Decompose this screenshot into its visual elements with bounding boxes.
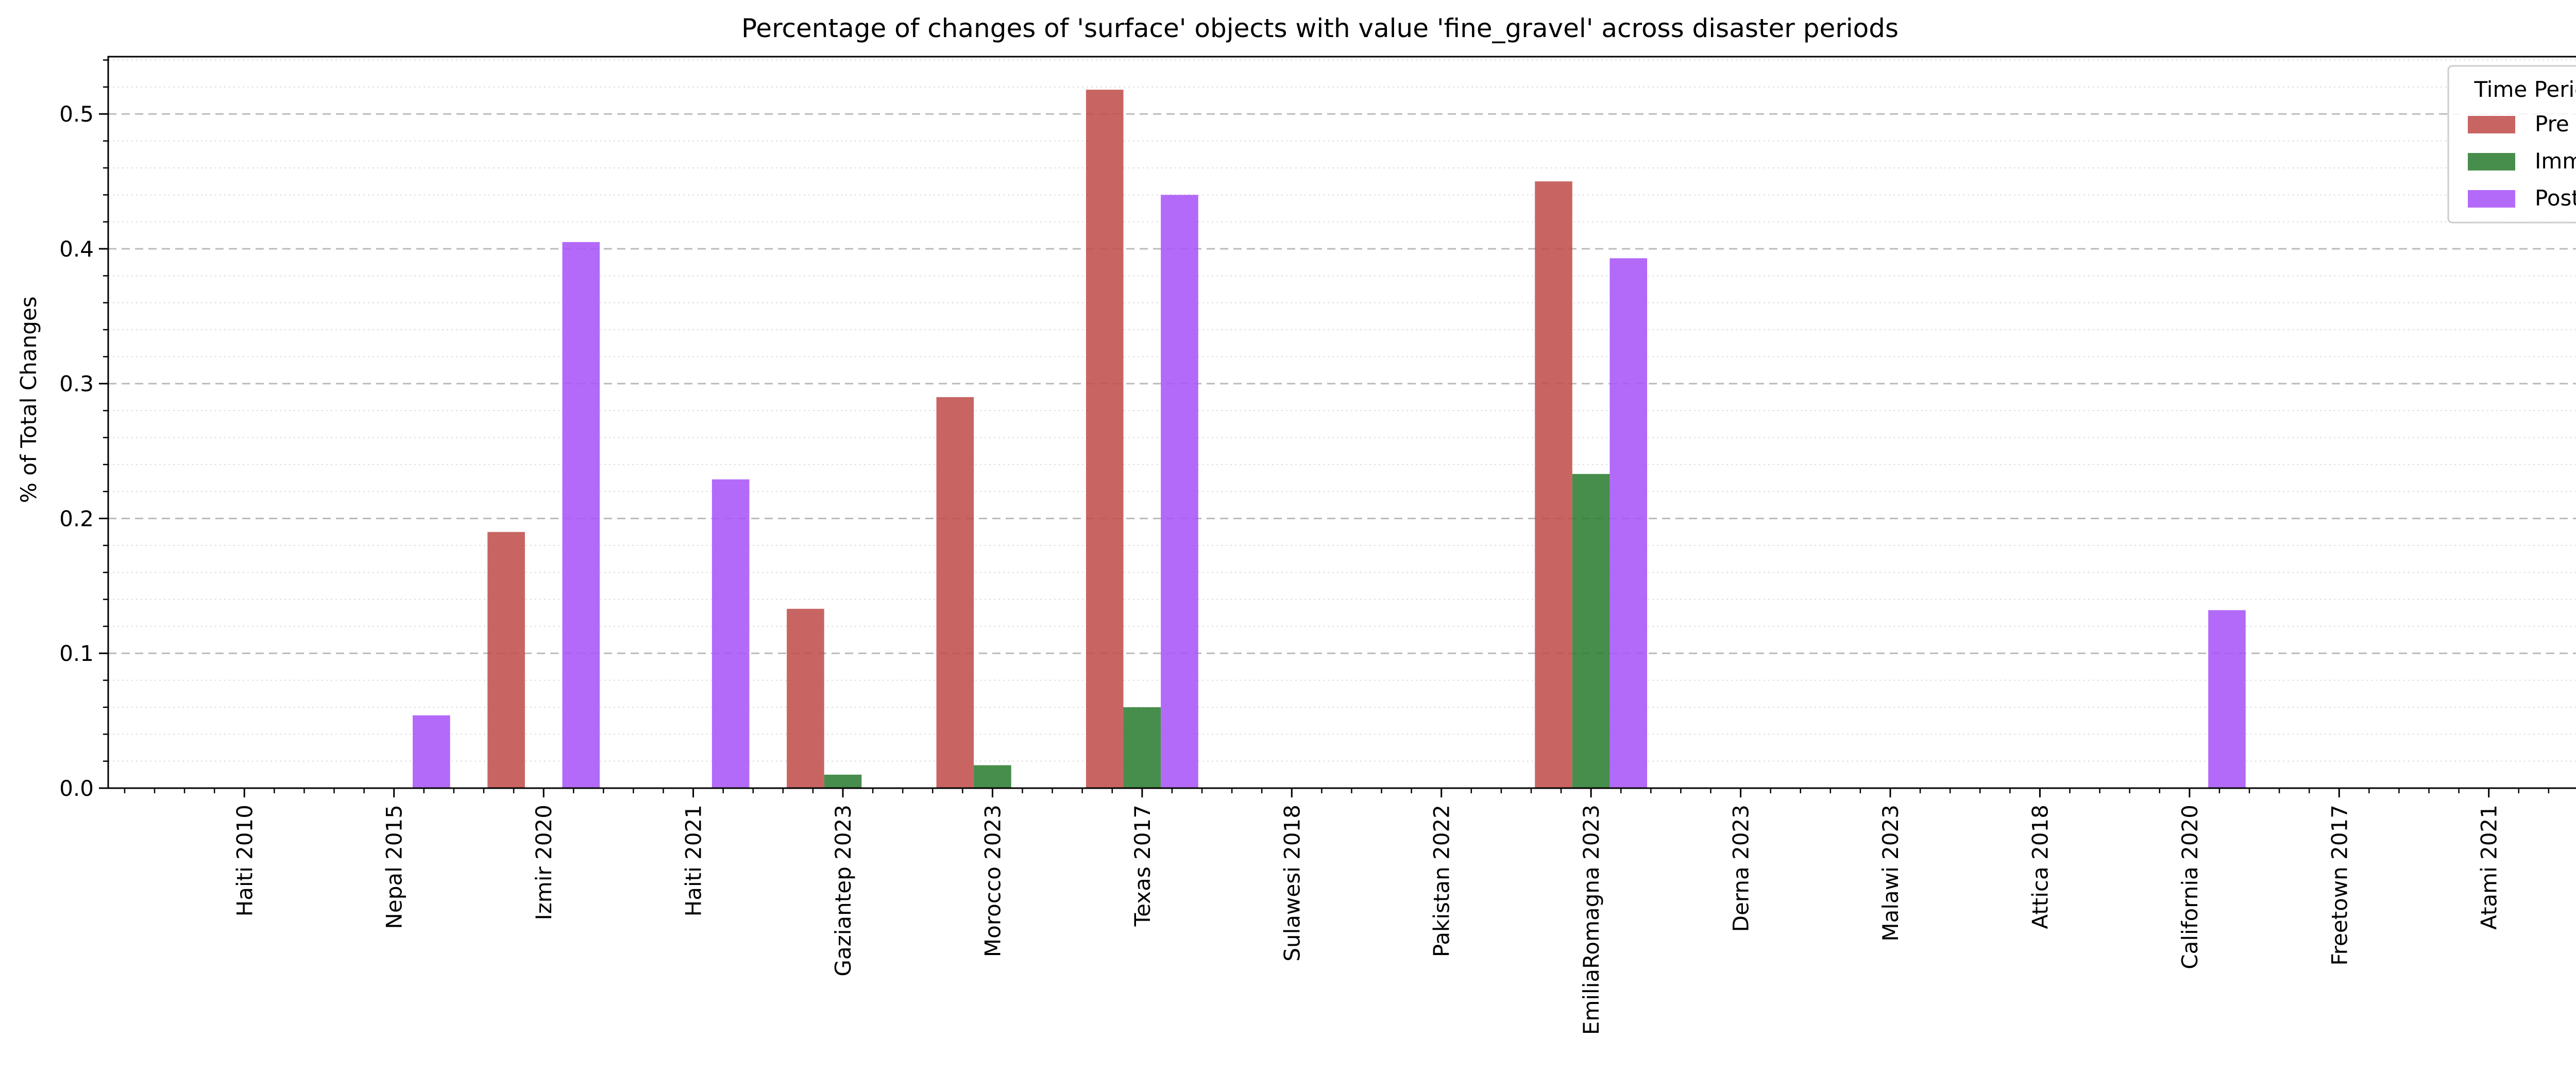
x-tick-label: Freetown 2017 [2327,805,2352,966]
bar-imm [1123,707,1161,788]
y-tick-label: 0.4 [59,236,94,262]
legend-swatch-post [2468,190,2515,208]
bar-post [2208,610,2246,788]
legend-label-imm: Imm [2535,148,2576,174]
x-tick-label: Izmir 2020 [531,805,556,921]
bars-layer [413,90,2246,788]
grid-layer [108,59,2576,762]
y-tick-label: 0.2 [59,506,94,531]
x-tick-label: Atami 2021 [2477,805,2502,930]
bar-pre [1535,181,1572,788]
x-tick-label: Morocco 2023 [980,805,1005,957]
bar-pre [787,608,824,788]
bar-post [1161,195,1198,788]
bar-imm [1572,474,1610,788]
x-tick-label: California 2020 [2177,805,2202,969]
plot-frame [107,56,2576,789]
y-tick-label: 0.3 [59,371,94,397]
y-tick-label: 0.5 [59,101,94,127]
legend-frame [2447,65,2576,224]
x-tick-label: Derna 2023 [1728,805,1754,932]
legend-label-pre: Pre [2535,111,2569,137]
bar-post [562,242,600,788]
y-tick-label: 0.0 [59,776,94,801]
bar-pre [487,532,525,788]
x-tick-label: Sulawesi 2018 [1279,805,1304,962]
bar-imm [974,765,1011,788]
x-tick-label: Gaziantep 2023 [831,805,856,977]
bar-post [711,479,750,788]
x-tick-label: Haiti 2021 [681,805,706,916]
legend-swatch-pre [2468,116,2515,133]
bar-imm [824,774,862,788]
legend-swatch-imm [2468,153,2515,171]
bar-post [413,715,450,788]
legend-label-post: Post [2535,185,2576,211]
x-tick-label: Haiti 2010 [232,805,257,916]
x-tick-label: Malawi 2023 [1878,805,1903,942]
bar-pre [936,397,974,788]
axes-layer: 0.0 0.1 0.2 0.3 0.4 0.5 Haiti 2010 Nepal 2015 Iz… [59,56,2576,1035]
y-axis-label: % of Total Changes [16,296,41,503]
bar-post [1609,258,1648,788]
y-tick-label: 0.1 [59,641,94,666]
legend: Time Period Pre Imm Post [2447,65,2576,224]
legend-entries: Pre Imm Post [2468,111,2576,211]
x-tick-label: Attica 2018 [2027,805,2053,929]
chart-title: Percentage of changes of 'surface' objec… [741,13,1899,43]
x-tick-label: Nepal 2015 [382,805,407,929]
x-tick-label: Pakistan 2022 [1429,805,1454,957]
x-tick-label: Texas 2017 [1130,805,1155,927]
bar-pre [1086,90,1124,788]
legend-title: Time Period [2473,77,2576,102]
x-tick-label: EmiliaRomagna 2023 [1579,805,1604,1035]
